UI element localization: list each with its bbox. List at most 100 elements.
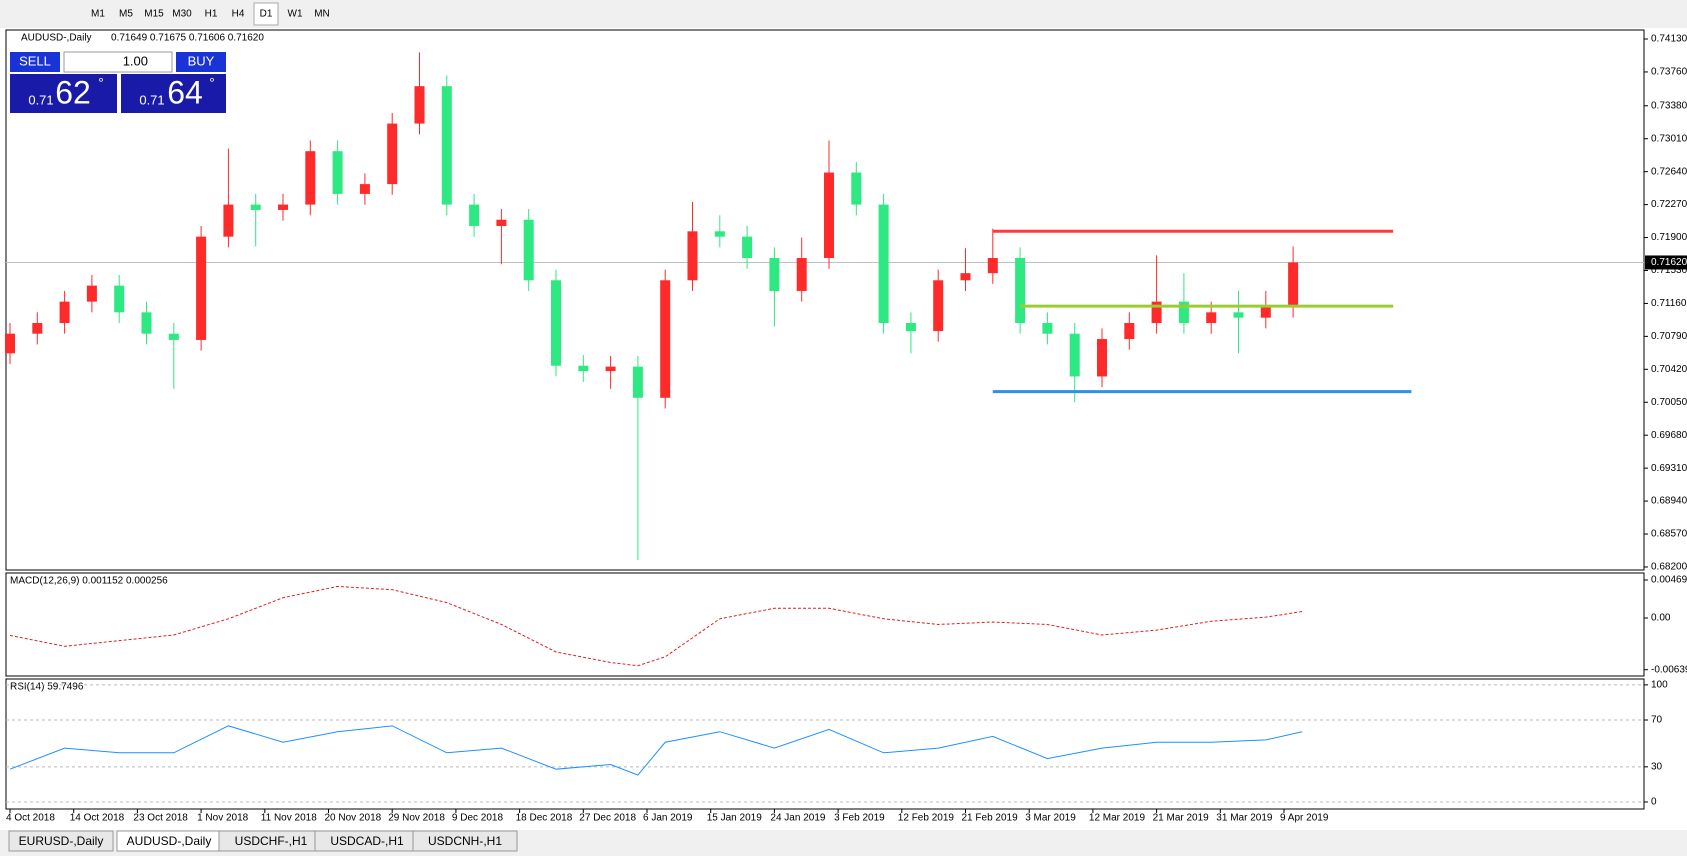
y-tick-label: 0 (1651, 797, 1657, 808)
candle-body (223, 204, 234, 237)
trade-panel: SELL 1.00 BUY 0.71 62 ° 0.71 64 ° (10, 51, 226, 113)
candle-body (687, 231, 698, 281)
x-tick-label: 24 Jan 2019 (770, 813, 825, 824)
current-price-box (1645, 255, 1687, 270)
timeframe-button[interactable]: D1 (260, 9, 273, 20)
y-tick-label: 0.70420 (1651, 364, 1687, 375)
x-tick-label: 12 Feb 2019 (898, 813, 955, 824)
ask-pips: 64 (167, 74, 203, 110)
candle-body (1233, 312, 1244, 318)
bid-pips: 62 (55, 74, 91, 110)
lots[interactable]: 1.00 (123, 53, 148, 68)
x-tick-label: 9 Apr 2019 (1280, 813, 1329, 824)
candle-body (1042, 323, 1053, 334)
y-tick-label: 0.69310 (1651, 463, 1687, 474)
candle-body (196, 236, 207, 340)
candle-body (578, 365, 589, 372)
y-tick-label: 30 (1651, 761, 1663, 772)
candle-body (632, 366, 643, 398)
candle-body (960, 273, 971, 281)
bid-suffix: ° (98, 75, 104, 91)
buy-label[interactable]: BUY (188, 53, 215, 68)
candle-body (605, 366, 616, 372)
tab[interactable] (8, 830, 114, 852)
x-tick-label: 1 Nov 2018 (197, 813, 249, 824)
x-tick-label: 29 Nov 2018 (388, 813, 445, 824)
y-tick-label: 0.72640 (1651, 166, 1687, 177)
x-tick-label: 18 Dec 2018 (516, 813, 573, 824)
candle-body (987, 258, 998, 274)
x-tick-label: 14 Oct 2018 (70, 813, 125, 824)
x-tick-label: 4 Oct 2018 (6, 813, 55, 824)
lots-input[interactable] (63, 51, 173, 73)
macd-label: MACD(12,26,9) 0.001152 0.000256 (10, 576, 168, 587)
candle-body (387, 123, 398, 185)
timeframe-button[interactable]: H4 (232, 9, 245, 20)
candle-body (1015, 258, 1026, 324)
y-tick-label: 100 (1651, 679, 1668, 690)
candle-body (742, 236, 753, 259)
x-tick-label: 12 Mar 2019 (1089, 813, 1146, 824)
rsi-label: RSI(14) 59.7496 (10, 682, 84, 693)
tab-label[interactable]: EURUSD-,Daily (19, 834, 104, 848)
candle-body (660, 280, 671, 398)
tab[interactable] (412, 830, 518, 852)
y-tick-label: 0.70790 (1651, 331, 1687, 342)
x-tick-label: 31 Mar 2019 (1216, 813, 1273, 824)
tab-label[interactable]: AUDUSD-,Daily (127, 834, 212, 848)
y-tick-label: 0.004694 (1651, 575, 1687, 586)
x-tick-label: 23 Oct 2018 (133, 813, 188, 824)
y-tick-label: 0.68200 (1651, 562, 1687, 573)
timeframe-button[interactable]: MN (314, 9, 330, 20)
candle-body (714, 231, 725, 237)
sell-label[interactable]: SELL (19, 53, 51, 68)
candle-body (796, 258, 807, 291)
ask-box[interactable] (121, 74, 226, 113)
timeframe-button[interactable]: M30 (172, 9, 192, 20)
candle-body (86, 285, 97, 302)
y-tick-label: 0.70050 (1651, 397, 1687, 408)
y-tick-label: 70 (1651, 715, 1663, 726)
timeframe-button[interactable]: M5 (119, 9, 133, 20)
tab-label[interactable]: USDCHF-,H1 (235, 834, 308, 848)
y-tick-label: 0.68570 (1651, 529, 1687, 540)
candle-body (359, 184, 370, 194)
candle-body (1206, 312, 1217, 324)
timeframe-button[interactable]: H1 (205, 9, 218, 20)
y-tick-label: 0.71160 (1651, 298, 1687, 309)
sell-button[interactable] (10, 52, 60, 72)
x-tick-label: 20 Nov 2018 (325, 813, 382, 824)
y-tick-label: -0.00639 (1651, 664, 1687, 675)
y-tick-label: 0.00 (1651, 613, 1671, 624)
candle-body (851, 172, 862, 205)
bid-box[interactable] (10, 74, 117, 113)
y-tick-label: 0.69680 (1651, 430, 1687, 441)
rsi-line (9, 725, 1303, 776)
x-tick-label: 21 Feb 2019 (962, 813, 1019, 824)
candle-body (59, 301, 70, 324)
x-tick-label: 3 Feb 2019 (834, 813, 885, 824)
x-tick-label: 21 Mar 2019 (1153, 813, 1210, 824)
candle-body (141, 312, 152, 334)
y-tick-label: 0.74130 (1651, 34, 1687, 45)
tab-label[interactable]: USDCAD-,H1 (330, 834, 404, 848)
tab-label[interactable]: USDCNH-,H1 (428, 834, 502, 848)
candle-body (305, 151, 316, 205)
candle-body (878, 204, 889, 324)
timeframe-button[interactable]: M15 (144, 9, 164, 20)
candle-body (414, 86, 425, 124)
toolbar (0, 0, 1687, 28)
symbol: AUDUSD-,Daily (21, 33, 92, 44)
macd-line (9, 585, 1303, 667)
y-tick-label: 0.73010 (1651, 133, 1687, 144)
candle-body (1097, 339, 1108, 377)
candle-body (5, 333, 16, 354)
timeframe-button[interactable]: W1 (288, 9, 303, 20)
candle-body (496, 219, 507, 226)
timeframe-button[interactable]: M1 (91, 9, 105, 20)
x-tick-label: 11 Nov 2018 (261, 813, 317, 824)
buy-button[interactable] (176, 52, 226, 72)
x-tick-label: 15 Jan 2019 (707, 813, 762, 824)
